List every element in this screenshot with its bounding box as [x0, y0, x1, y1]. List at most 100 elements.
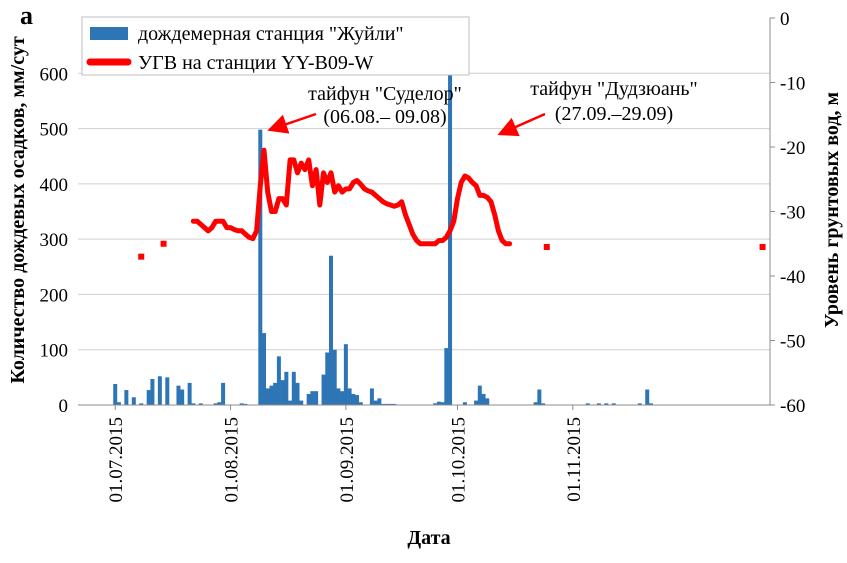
y-left-tick-label: 200 [40, 285, 69, 306]
rain-bar [165, 377, 170, 405]
rain-bar [444, 348, 449, 405]
y-right-tick-label: -30 [780, 203, 805, 224]
rain-bar [381, 403, 386, 405]
y-right-tick-label: 0 [780, 9, 790, 30]
rain-bar [585, 403, 590, 405]
rain-bar [273, 382, 278, 405]
rain-bar [113, 383, 118, 405]
rain-bar [221, 382, 226, 405]
rain-bar [392, 403, 397, 405]
y-left-tick-label: 400 [40, 175, 69, 196]
rain-bar [180, 389, 185, 405]
rain-bar [276, 356, 281, 405]
x-tick-label: 01.09.2015 [337, 417, 358, 503]
gwl-point [138, 253, 145, 260]
legend-swatch-rain [90, 27, 128, 40]
rain-bar [474, 400, 479, 405]
rain-bars-layer [113, 33, 653, 406]
rain-bar [347, 388, 352, 405]
rain-bar [388, 403, 393, 405]
annotation-soudelor: тайфун "Суделор" (06.08.– 09.08) [267, 83, 462, 134]
y-right-tick-label: -10 [780, 74, 805, 95]
gwl-point [160, 240, 167, 247]
rain-bar [262, 333, 267, 405]
rain-bar [217, 402, 222, 405]
rain-bar [336, 388, 341, 405]
rain-bar [433, 403, 438, 405]
rain-bar [150, 379, 155, 405]
rain-bar [157, 376, 162, 405]
rain-bar [284, 371, 289, 405]
rain-bar [139, 403, 144, 405]
x-tick-label: 01.07.2015 [106, 417, 127, 503]
y-left-tick-label: 500 [40, 120, 69, 141]
x-tick-label: 01.11.2015 [564, 417, 585, 502]
rain-bar [377, 398, 382, 405]
gwl-line-layer [138, 147, 766, 260]
gwl-point [543, 243, 550, 250]
legend: дождемерная станция "Жуйли" УГВ на станц… [81, 16, 470, 76]
rain-bar [358, 402, 363, 405]
annotation-soudelor-title: тайфун "Суделор" [308, 83, 462, 105]
rain-bar [187, 382, 192, 405]
x-tick-label: 01.08.2015 [222, 417, 243, 503]
rain-bar [328, 255, 333, 405]
annotation-dujuan: тайфун "Дудзюань" (27.09.–29.09) [497, 78, 698, 137]
legend-label-gwl: УГВ на станции YY-B09-W [138, 52, 374, 74]
gwl-line [190, 147, 513, 247]
rain-bar [243, 403, 248, 405]
rain-bar [485, 398, 490, 405]
y-right-tick-label: -40 [780, 267, 805, 288]
rain-bar [351, 393, 356, 405]
x-tick-label: 01.10.2015 [448, 417, 469, 503]
rain-bar [116, 402, 121, 405]
rain-bar [436, 401, 441, 405]
rain-bar [541, 403, 546, 405]
panel-label: а [20, 1, 33, 30]
rain-bar [280, 380, 285, 405]
rain-bar [481, 393, 486, 405]
rain-bar [124, 390, 129, 405]
legend-label-rain: дождемерная станция "Жуйли" [138, 23, 404, 45]
y-left-tick-label: 0 [59, 396, 69, 417]
y-left-axis-title: Количество дождевых осадков, мм/сут [7, 36, 29, 384]
rain-bar [310, 391, 315, 405]
rain-bar [325, 352, 330, 405]
rain-bar [288, 400, 293, 405]
rain-bar [265, 388, 270, 405]
rain-bar [596, 403, 601, 405]
rain-bar [533, 402, 538, 405]
rain-bar [291, 371, 296, 405]
y-right-tick-label: -60 [780, 396, 805, 417]
rain-bar [299, 400, 304, 405]
rain-bar [340, 391, 345, 405]
rain-bar [343, 344, 348, 405]
rain-bar [462, 402, 467, 405]
rain-bar [477, 385, 482, 405]
rain-bar [648, 403, 653, 405]
rain-bar [637, 403, 642, 405]
legend-box [81, 16, 470, 76]
rain-bar [306, 393, 311, 405]
rain-bar [537, 389, 542, 405]
rain-bar [258, 129, 263, 406]
rain-bar [611, 403, 616, 405]
annotation-dujuan-dates: (27.09.–29.09) [555, 103, 673, 125]
rain-bar [332, 349, 337, 405]
rain-bar [239, 403, 244, 405]
y-right-tick-label: -50 [780, 332, 805, 353]
annotation-dujuan-title: тайфун "Дудзюань" [530, 78, 697, 100]
rain-bar [176, 385, 181, 405]
y-left-tick-label: 600 [40, 64, 69, 85]
rain-bar [213, 403, 218, 405]
rain-bar [321, 374, 326, 405]
y-left-tick-label: 300 [40, 230, 69, 251]
annotation-dujuan-arrow [497, 112, 546, 137]
gwl-point [759, 243, 766, 250]
rain-bar [448, 33, 453, 405]
y-left-tick-label: 100 [40, 341, 69, 362]
rain-bar [269, 385, 274, 405]
rain-bar [384, 403, 389, 405]
rain-bar [295, 382, 300, 405]
rain-bar [314, 391, 319, 405]
